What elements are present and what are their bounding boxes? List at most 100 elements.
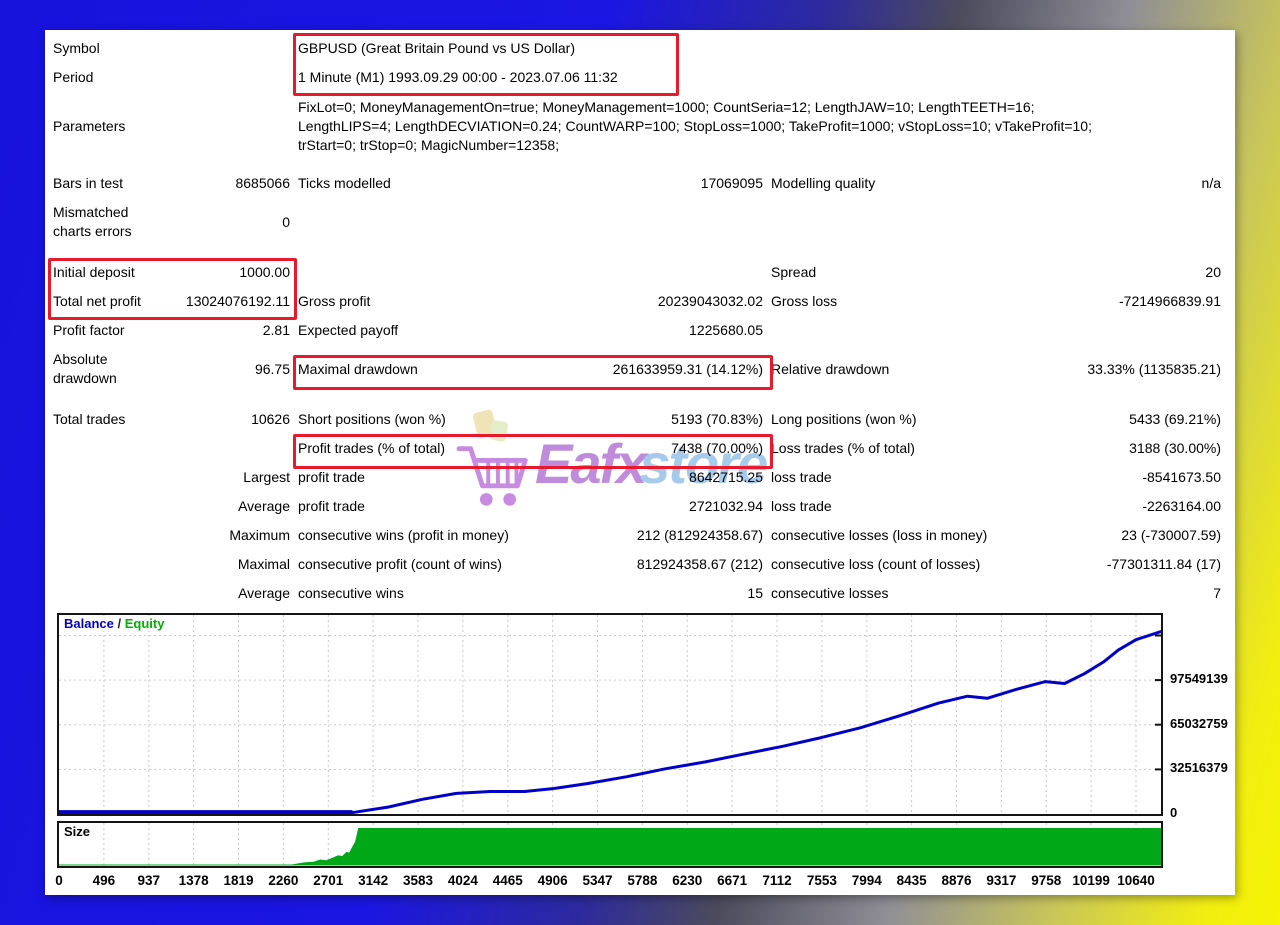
stat-row: Average profit trade 2721032.94 loss tra… (53, 492, 1221, 521)
x-axis-label: 10640 (1117, 873, 1155, 888)
x-axis-label: 4906 (537, 873, 568, 888)
size-histogram (59, 823, 1161, 866)
stat-value: 8685066 (235, 175, 290, 191)
stat-value: 5193 (70.83%) (671, 411, 763, 427)
x-axis-label: 1378 (178, 873, 209, 888)
stat-value: 20 (1205, 264, 1221, 280)
x-axis-label: 4024 (447, 873, 478, 888)
stat-value: 17069095 (700, 175, 763, 191)
x-axis-label: 937 (137, 873, 161, 888)
stat-label: loss trade (771, 498, 832, 514)
stat-label: consecutive loss (count of losses) (771, 556, 981, 572)
stat-row: Maximal consecutive profit (count of win… (53, 550, 1221, 579)
stat-value: 7 (1213, 585, 1221, 601)
x-axis-label: 7553 (806, 873, 837, 888)
x-axis-labels: 0 496 937 1378 1819 2260 2701 3142 3583 4024 4465 4… (45, 873, 1235, 891)
stat-value: Average (238, 585, 290, 601)
stat-label: Initial deposit (53, 264, 135, 280)
stat-row: Average consecutive wins 15 consecutive … (53, 579, 1221, 608)
x-axis-label: 6671 (717, 873, 748, 888)
x-axis-label: 7112 (762, 873, 792, 888)
stat-value: 2721032.94 (689, 498, 763, 514)
stat-label: Long positions (won %) (771, 411, 917, 427)
stat-label: consecutive losses (771, 585, 889, 601)
stat-label: Bars in test (53, 175, 124, 191)
balance-curve (59, 615, 1161, 814)
stat-row: Largest profit trade 8642715.25 loss tra… (53, 463, 1221, 492)
strategy-tester-report: Symbol GBPUSD (Great Britain Pound vs US… (45, 30, 1235, 895)
stat-label: FixLot=0; MoneyManagementOn=true; MoneyM… (298, 99, 1092, 153)
stat-value: 20239043032.02 (657, 293, 763, 309)
stat-row: Symbol GBPUSD (Great Britain Pound vs US… (53, 34, 1221, 63)
stat-value: 33.33% (1135835.21) (1087, 360, 1221, 377)
stat-label: consecutive profit (count of wins) (298, 556, 502, 572)
stat-value: 8642715.25 (689, 469, 763, 485)
x-axis-label: 4465 (492, 873, 523, 888)
x-axis-label: 2701 (313, 873, 344, 888)
balance-equity-chart: Balance / Equity (57, 613, 1163, 816)
stat-value: -8541673.50 (1142, 469, 1221, 485)
stat-label: Gross profit (298, 293, 371, 309)
stat-label: Total trades (53, 411, 126, 427)
stat-label: Total net profit (53, 293, 141, 309)
stat-label: Profit trades (% of total) (298, 440, 446, 456)
stat-row: Profit factor 2.81 Expected payoff 12256… (53, 316, 1221, 345)
y-axis-label: 65032759 (1170, 715, 1228, 731)
x-axis-label: 5347 (582, 873, 613, 888)
x-axis-label: 10199 (1072, 873, 1110, 888)
size-chart-title: Size (61, 824, 94, 839)
stat-label: Period (53, 69, 94, 85)
stat-value: 23 (-730007.59) (1121, 527, 1221, 543)
x-axis-label: 8435 (896, 873, 927, 888)
x-axis-label: 496 (92, 873, 116, 888)
stat-value: 13024076192.11 (185, 293, 290, 309)
stat-label: Parameters (53, 118, 126, 134)
stat-value: 1000.00 (239, 264, 290, 280)
x-axis-label: 1819 (223, 873, 254, 888)
stat-row: Initial deposit 1000.00 Spread 20 (53, 258, 1221, 287)
stat-value: Average (238, 498, 290, 514)
stat-row: Period 1 Minute (M1) 1993.09.29 00:00 - … (53, 63, 1221, 92)
x-axis-label: 2260 (268, 873, 299, 888)
stat-label: GBPUSD (Great Britain Pound vs US Dollar… (298, 40, 575, 56)
stat-label: Expected payoff (298, 322, 399, 338)
x-axis-label: 9758 (1031, 873, 1062, 888)
x-axis-label: 5788 (627, 873, 658, 888)
y-axis-label: 97549139 (1170, 671, 1228, 687)
stat-value: Maximum (229, 527, 290, 543)
stat-label: Gross loss (771, 293, 838, 309)
stat-value: 1225680.05 (689, 322, 763, 338)
stat-value: 2.81 (262, 322, 290, 338)
x-axis-label: 3583 (402, 873, 434, 888)
stat-value: 261633959.31 (14.12%) (612, 360, 763, 377)
stat-label: consecutive losses (loss in money) (771, 527, 988, 543)
stat-row: Absolute drawdown 96.75 Maximal drawdown… (53, 345, 1221, 393)
stat-value: 0 (282, 213, 290, 230)
y-axis-label: 0 (1170, 805, 1178, 820)
stat-value: Largest (243, 469, 290, 485)
stat-value: 812924358.67 (212) (636, 556, 763, 572)
x-axis-label: 7994 (851, 873, 882, 888)
stat-label: Mismatched charts errors (53, 204, 132, 239)
report-stats-table: Symbol GBPUSD (Great Britain Pound vs US… (53, 34, 1221, 608)
stat-row: Parameters FixLot=0; MoneyManagementOn=t… (53, 98, 1221, 155)
stat-value: n/a (1201, 175, 1221, 191)
stat-row: Profit trades (% of total) 7438 (70.00%)… (53, 434, 1221, 463)
stat-row: Bars in test 8685066 Ticks modelled 1706… (53, 169, 1221, 198)
stat-label: loss trade (771, 469, 832, 485)
stat-value: 7438 (70.00%) (671, 440, 763, 456)
stat-row: Mismatched charts errors 0 (53, 198, 1221, 246)
lot-size-chart: Size (57, 821, 1163, 868)
stat-row: Total net profit 13024076192.11 Gross pr… (53, 287, 1221, 316)
stat-value: 15 (747, 585, 763, 601)
stat-label: profit trade (298, 469, 365, 485)
x-axis-label: 3142 (358, 873, 389, 888)
stat-label: Absolute drawdown (53, 351, 117, 386)
stat-value: Maximal (237, 556, 290, 572)
stat-value: 10626 (251, 411, 290, 427)
stat-label: Loss trades (% of total) (771, 440, 915, 456)
stat-label: Symbol (53, 40, 100, 56)
stat-value: 212 (812924358.67) (636, 527, 763, 543)
chart-legend: Balance / Equity (61, 616, 168, 631)
